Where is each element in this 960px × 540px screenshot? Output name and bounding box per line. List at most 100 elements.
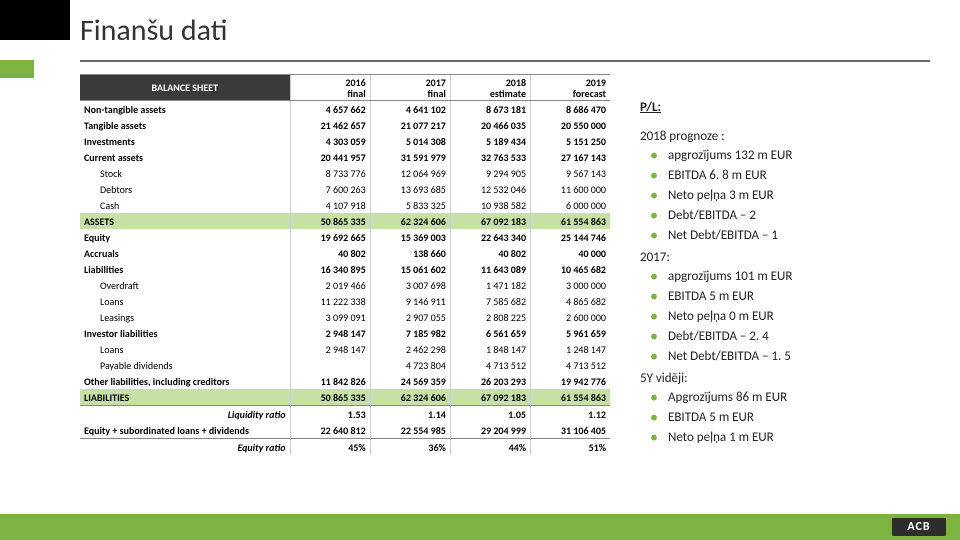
cell: 13 693 685 (370, 181, 450, 197)
cell: 44% (450, 439, 530, 456)
cell: 2 462 298 (370, 341, 450, 357)
cell: 26 203 293 (450, 373, 530, 389)
cell: 67 092 183 (450, 389, 530, 406)
row-label: Stock (80, 165, 290, 181)
col-2019: 2019forecast (531, 75, 610, 101)
pl-section: 2017:apgrozījums 101 m EUREBITDA 5 m EUR… (640, 250, 940, 367)
cell: 22 640 812 (290, 422, 370, 439)
table-row: Loans11 222 3389 146 9117 585 6824 865 6… (80, 293, 610, 309)
cell: 20 466 035 (450, 117, 530, 133)
cell: 19 692 665 (290, 229, 370, 245)
pl-item: apgrozījums 132 m EUR (668, 146, 940, 166)
cell: 2 907 055 (370, 309, 450, 325)
table-row: Payable dividends4 723 8044 713 5124 713… (80, 357, 610, 373)
cell: 40 802 (450, 245, 530, 261)
cell: 7 585 682 (450, 293, 530, 309)
col-2017: 2017final (370, 75, 450, 101)
cell: 2 600 000 (531, 309, 610, 325)
row-label: Liabilities (80, 261, 290, 277)
cell: 5 189 434 (450, 133, 530, 149)
cell: 11 643 089 (450, 261, 530, 277)
cell: 9 567 143 (531, 165, 610, 181)
row-label: Investor liabilities (80, 325, 290, 341)
cell: 11 600 000 (531, 181, 610, 197)
cell: 62 324 606 (370, 213, 450, 229)
cell: 5 961 659 (531, 325, 610, 341)
row-label: Loans (80, 341, 290, 357)
cell: 4 865 682 (531, 293, 610, 309)
cell: 4 641 102 (370, 101, 450, 118)
pl-heading: 5Y vidēji: (640, 371, 940, 386)
balance-sheet-table: BALANCE SHEET 2016final 2017final 2018es… (80, 74, 610, 455)
cell: 2 808 225 (450, 309, 530, 325)
table-row: Liabilities16 340 89515 061 60211 643 08… (80, 261, 610, 277)
cell: 9 294 905 (450, 165, 530, 181)
pl-item: Neto peļņa 1 m EUR (668, 428, 940, 448)
row-label: Cash (80, 197, 290, 213)
cell: 11 222 338 (290, 293, 370, 309)
cell: 8 733 776 (290, 165, 370, 181)
table-row: Other liabilities, including creditors11… (80, 373, 610, 389)
cell: 15 061 602 (370, 261, 450, 277)
cell: 31 106 405 (531, 422, 610, 439)
row-label: Liquidity ratio (80, 406, 290, 423)
cell: 36% (370, 439, 450, 456)
cell: 5 151 250 (531, 133, 610, 149)
table-row: Debtors7 600 26313 693 68512 532 04611 6… (80, 181, 610, 197)
pl-title: P/L: (640, 100, 940, 115)
cell: 10 938 582 (450, 197, 530, 213)
cell: 5 014 308 (370, 133, 450, 149)
cell: 22 554 985 (370, 422, 450, 439)
row-label: Loans (80, 293, 290, 309)
pl-item: EBITDA 5 m EUR (668, 408, 940, 428)
pl-section: 5Y vidēji: Apgrozījums 86 m EUREBITDA 5 m… (640, 371, 940, 448)
cell: 1 248 147 (531, 341, 610, 357)
cell: 27 167 143 (531, 149, 610, 165)
cell: 11 842 826 (290, 373, 370, 389)
row-label: Equity ratio (80, 439, 290, 456)
pl-heading: 2018 prognoze : (640, 129, 940, 144)
pl-item: Apgrozījums 86 m EUR (668, 388, 940, 408)
cell: 4 713 512 (531, 357, 610, 373)
title-rule (80, 60, 930, 62)
cell: 138 660 (370, 245, 450, 261)
row-label: Investments (80, 133, 290, 149)
table-row: Equity ratio45%36%44%51% (80, 439, 610, 456)
pl-item: EBITDA 6. 8 m EUR (668, 166, 940, 186)
cell: 8 686 470 (531, 101, 610, 118)
table-row: Stock8 733 77612 064 9699 294 9059 567 1… (80, 165, 610, 181)
cell: 20 441 957 (290, 149, 370, 165)
cell: 61 554 863 (531, 389, 610, 406)
table-row: Liquidity ratio1.531.141.051.12 (80, 406, 610, 423)
cell: 2 948 147 (290, 341, 370, 357)
row-label: Payable dividends (80, 357, 290, 373)
cell: 40 000 (531, 245, 610, 261)
cell (290, 357, 370, 373)
pl-item: apgrozījums 101 m EUR (668, 267, 940, 287)
cell: 6 000 000 (531, 197, 610, 213)
table-row: Current assets20 441 95731 591 97932 763… (80, 149, 610, 165)
row-label: Leasings (80, 309, 290, 325)
cell: 12 532 046 (450, 181, 530, 197)
cell: 62 324 606 (370, 389, 450, 406)
pl-list: Apgrozījums 86 m EUREBITDA 5 m EURNeto p… (640, 388, 940, 448)
col-2016: 2016final (290, 75, 370, 101)
cell: 21 462 657 (290, 117, 370, 133)
cell: 45% (290, 439, 370, 456)
row-label: Other liabilities, including creditors (80, 373, 290, 389)
pl-item: Net Debt/EBITDA – 1. 5 (668, 347, 940, 367)
cell: 8 673 181 (450, 101, 530, 118)
table-row: LIABILITIES50 865 33562 324 60667 092 18… (80, 389, 610, 406)
cell: 3 007 698 (370, 277, 450, 293)
cell: 7 185 982 (370, 325, 450, 341)
cell: 4 107 918 (290, 197, 370, 213)
cell: 9 146 911 (370, 293, 450, 309)
cell: 7 600 263 (290, 181, 370, 197)
cell: 50 865 335 (290, 213, 370, 229)
row-label: ASSETS (80, 213, 290, 229)
cell: 10 465 682 (531, 261, 610, 277)
table-row: Overdraft2 019 4663 007 6981 471 1823 00… (80, 277, 610, 293)
cell: 1 848 147 (450, 341, 530, 357)
slide: Finanšu dati BALANCE SHEET 2016final 201… (0, 0, 960, 540)
table-row: ASSETS50 865 33562 324 60667 092 18361 5… (80, 213, 610, 229)
